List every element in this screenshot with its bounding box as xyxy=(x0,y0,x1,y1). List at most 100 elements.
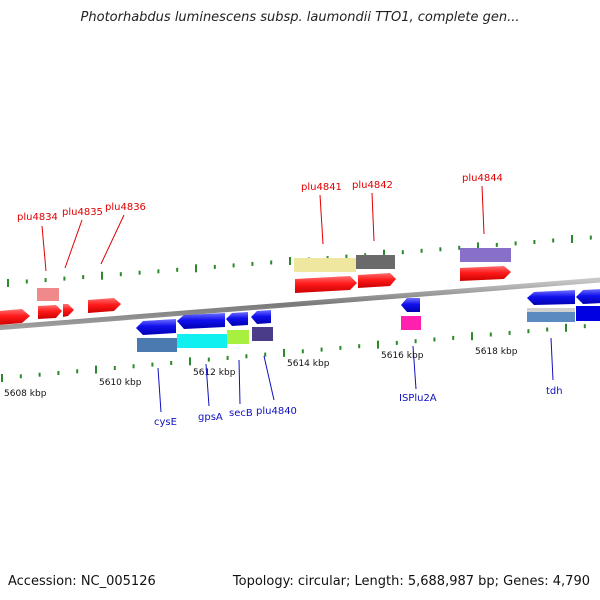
minor-tick-mark xyxy=(433,337,436,342)
gene-feature-plu4840[interactable] xyxy=(252,327,273,341)
minor-tick-mark xyxy=(57,371,60,375)
gene-feature-plu4844[interactable] xyxy=(460,248,511,262)
minor-tick-mark xyxy=(527,329,530,334)
gene-arrow-plu4842[interactable] xyxy=(358,273,396,288)
gene-arrow-plu4844[interactable] xyxy=(460,266,511,281)
minor-tick-mark xyxy=(25,279,28,284)
minor-tick-mark xyxy=(270,260,273,265)
minor-tick-mark xyxy=(132,364,135,369)
gene-label-plu4834[interactable]: plu4834 xyxy=(17,212,58,223)
minor-tick-mark xyxy=(420,248,423,253)
gene-label-cysE[interactable]: cysE xyxy=(154,417,177,428)
minor-tick-mark xyxy=(358,344,361,349)
major-tick-mark xyxy=(471,332,473,341)
gene-label-tdh[interactable]: tdh xyxy=(546,386,563,397)
major-tick-mark xyxy=(377,340,379,349)
axis-tick-labels: 5608 kbp 5610 kbp 5612 kbp 5614 kbp 5616… xyxy=(4,347,518,399)
gene-arrow-secB[interactable] xyxy=(226,312,248,326)
gene-feature-cysE[interactable] xyxy=(137,338,177,352)
tick-label-5608: 5608 kbp xyxy=(4,389,47,399)
major-tick-mark xyxy=(189,357,191,366)
gene-feature-secB[interactable] xyxy=(227,330,249,344)
gene-arrow-cysE[interactable] xyxy=(136,319,176,335)
minor-tick-mark xyxy=(495,242,498,247)
accession-text: Accession: NC_005126 xyxy=(8,574,156,589)
minor-tick-mark xyxy=(489,332,492,337)
minor-tick-mark xyxy=(157,269,160,274)
major-tick-mark xyxy=(477,242,479,251)
gene-feature-plu4841[interactable] xyxy=(294,258,356,272)
gene-arrow-gpsA[interactable] xyxy=(177,313,225,329)
gene-arrow-plu4840[interactable] xyxy=(251,310,271,324)
major-tick-mark xyxy=(283,348,285,357)
major-tick-mark xyxy=(383,249,385,258)
tick-label-5610: 5610 kbp xyxy=(99,378,142,388)
gene-label-plu4842[interactable]: plu4842 xyxy=(352,180,393,191)
gene-arrow-tdh[interactable] xyxy=(527,290,575,305)
minor-tick-mark xyxy=(63,276,66,281)
tick-label-5614: 5614 kbp xyxy=(287,359,330,369)
minor-tick-mark xyxy=(82,275,85,280)
minor-tick-mark xyxy=(339,345,342,350)
gene-label-gpsA[interactable]: gpsA xyxy=(198,412,223,423)
gene-feature-plu4842[interactable] xyxy=(356,255,395,269)
genome-backbone xyxy=(0,277,600,331)
gene-arrow[interactable] xyxy=(0,309,30,325)
gene-label-ISPlu2A[interactable]: ISPlu2A xyxy=(399,393,437,404)
tick-label-5618: 5618 kbp xyxy=(475,347,518,357)
gene-label-plu4840[interactable]: plu4840 xyxy=(256,406,297,417)
gene-label-plu4841[interactable]: plu4841 xyxy=(301,182,342,193)
gene-arrow-plu4835[interactable] xyxy=(63,304,74,317)
minor-tick-mark xyxy=(119,272,122,277)
gene-label-plu4835[interactable]: plu4835 xyxy=(62,207,103,218)
gene-labels-top: plu4834 plu4835 plu4836 plu4841 plu4842 … xyxy=(17,173,503,223)
label-leader-lines xyxy=(41,185,554,413)
gene-feature[interactable] xyxy=(576,306,600,321)
gene-arrow-plu4841[interactable] xyxy=(295,276,357,293)
major-tick-mark xyxy=(565,323,567,332)
gene-arrow-ISPlu2A[interactable] xyxy=(401,298,420,312)
minor-tick-mark xyxy=(226,355,229,360)
gene-feature-plu4834[interactable] xyxy=(37,288,59,301)
minor-tick-mark xyxy=(552,238,555,243)
minor-tick-mark xyxy=(589,235,592,240)
minor-tick-mark xyxy=(395,340,398,345)
major-tick-mark xyxy=(571,235,573,243)
major-tick-mark xyxy=(95,365,97,374)
minor-tick-mark xyxy=(251,261,254,266)
minor-tick-mark xyxy=(232,263,235,268)
gene-label-plu4844[interactable]: plu4844 xyxy=(462,173,503,184)
major-tick-mark xyxy=(7,279,9,287)
minor-tick-mark xyxy=(207,357,210,362)
minor-tick-mark xyxy=(533,240,536,244)
gene-label-secB[interactable]: secB xyxy=(229,408,253,419)
gene-label-plu4836[interactable]: plu4836 xyxy=(105,202,146,213)
major-tick-mark xyxy=(1,374,3,382)
genome-summary-text: Topology: circular; Length: 5,688,987 bp… xyxy=(232,574,590,589)
minor-tick-mark xyxy=(44,278,47,283)
minor-tick-mark xyxy=(546,327,549,332)
forward-strand-genes xyxy=(0,248,511,325)
minor-tick-mark xyxy=(514,241,517,246)
minor-tick-mark xyxy=(264,352,267,357)
minor-tick-mark xyxy=(401,250,404,255)
gene-arrow[interactable] xyxy=(576,289,600,304)
gene-arrow-plu4834[interactable] xyxy=(38,305,62,319)
minor-tick-mark xyxy=(138,270,141,275)
minor-tick-mark xyxy=(345,254,348,259)
minor-tick-mark xyxy=(76,369,79,374)
gene-feature-ISPlu2A[interactable] xyxy=(401,316,421,330)
minor-tick-mark xyxy=(320,347,323,352)
reverse-strand-genes xyxy=(136,289,600,352)
minor-tick-mark xyxy=(508,330,511,335)
gene-feature-gpsA[interactable] xyxy=(177,334,227,348)
minor-tick-mark xyxy=(301,349,304,354)
gene-arrow-plu4836[interactable] xyxy=(88,298,121,313)
upper-tick-track xyxy=(7,235,592,287)
lower-tick-track xyxy=(1,323,586,382)
gene-labels-bottom: cysE gpsA secB plu4840 ISPlu2A tdh xyxy=(154,386,563,428)
minor-tick-mark xyxy=(583,324,586,329)
tick-label-5612: 5612 kbp xyxy=(193,368,236,378)
minor-tick-mark xyxy=(439,247,442,252)
